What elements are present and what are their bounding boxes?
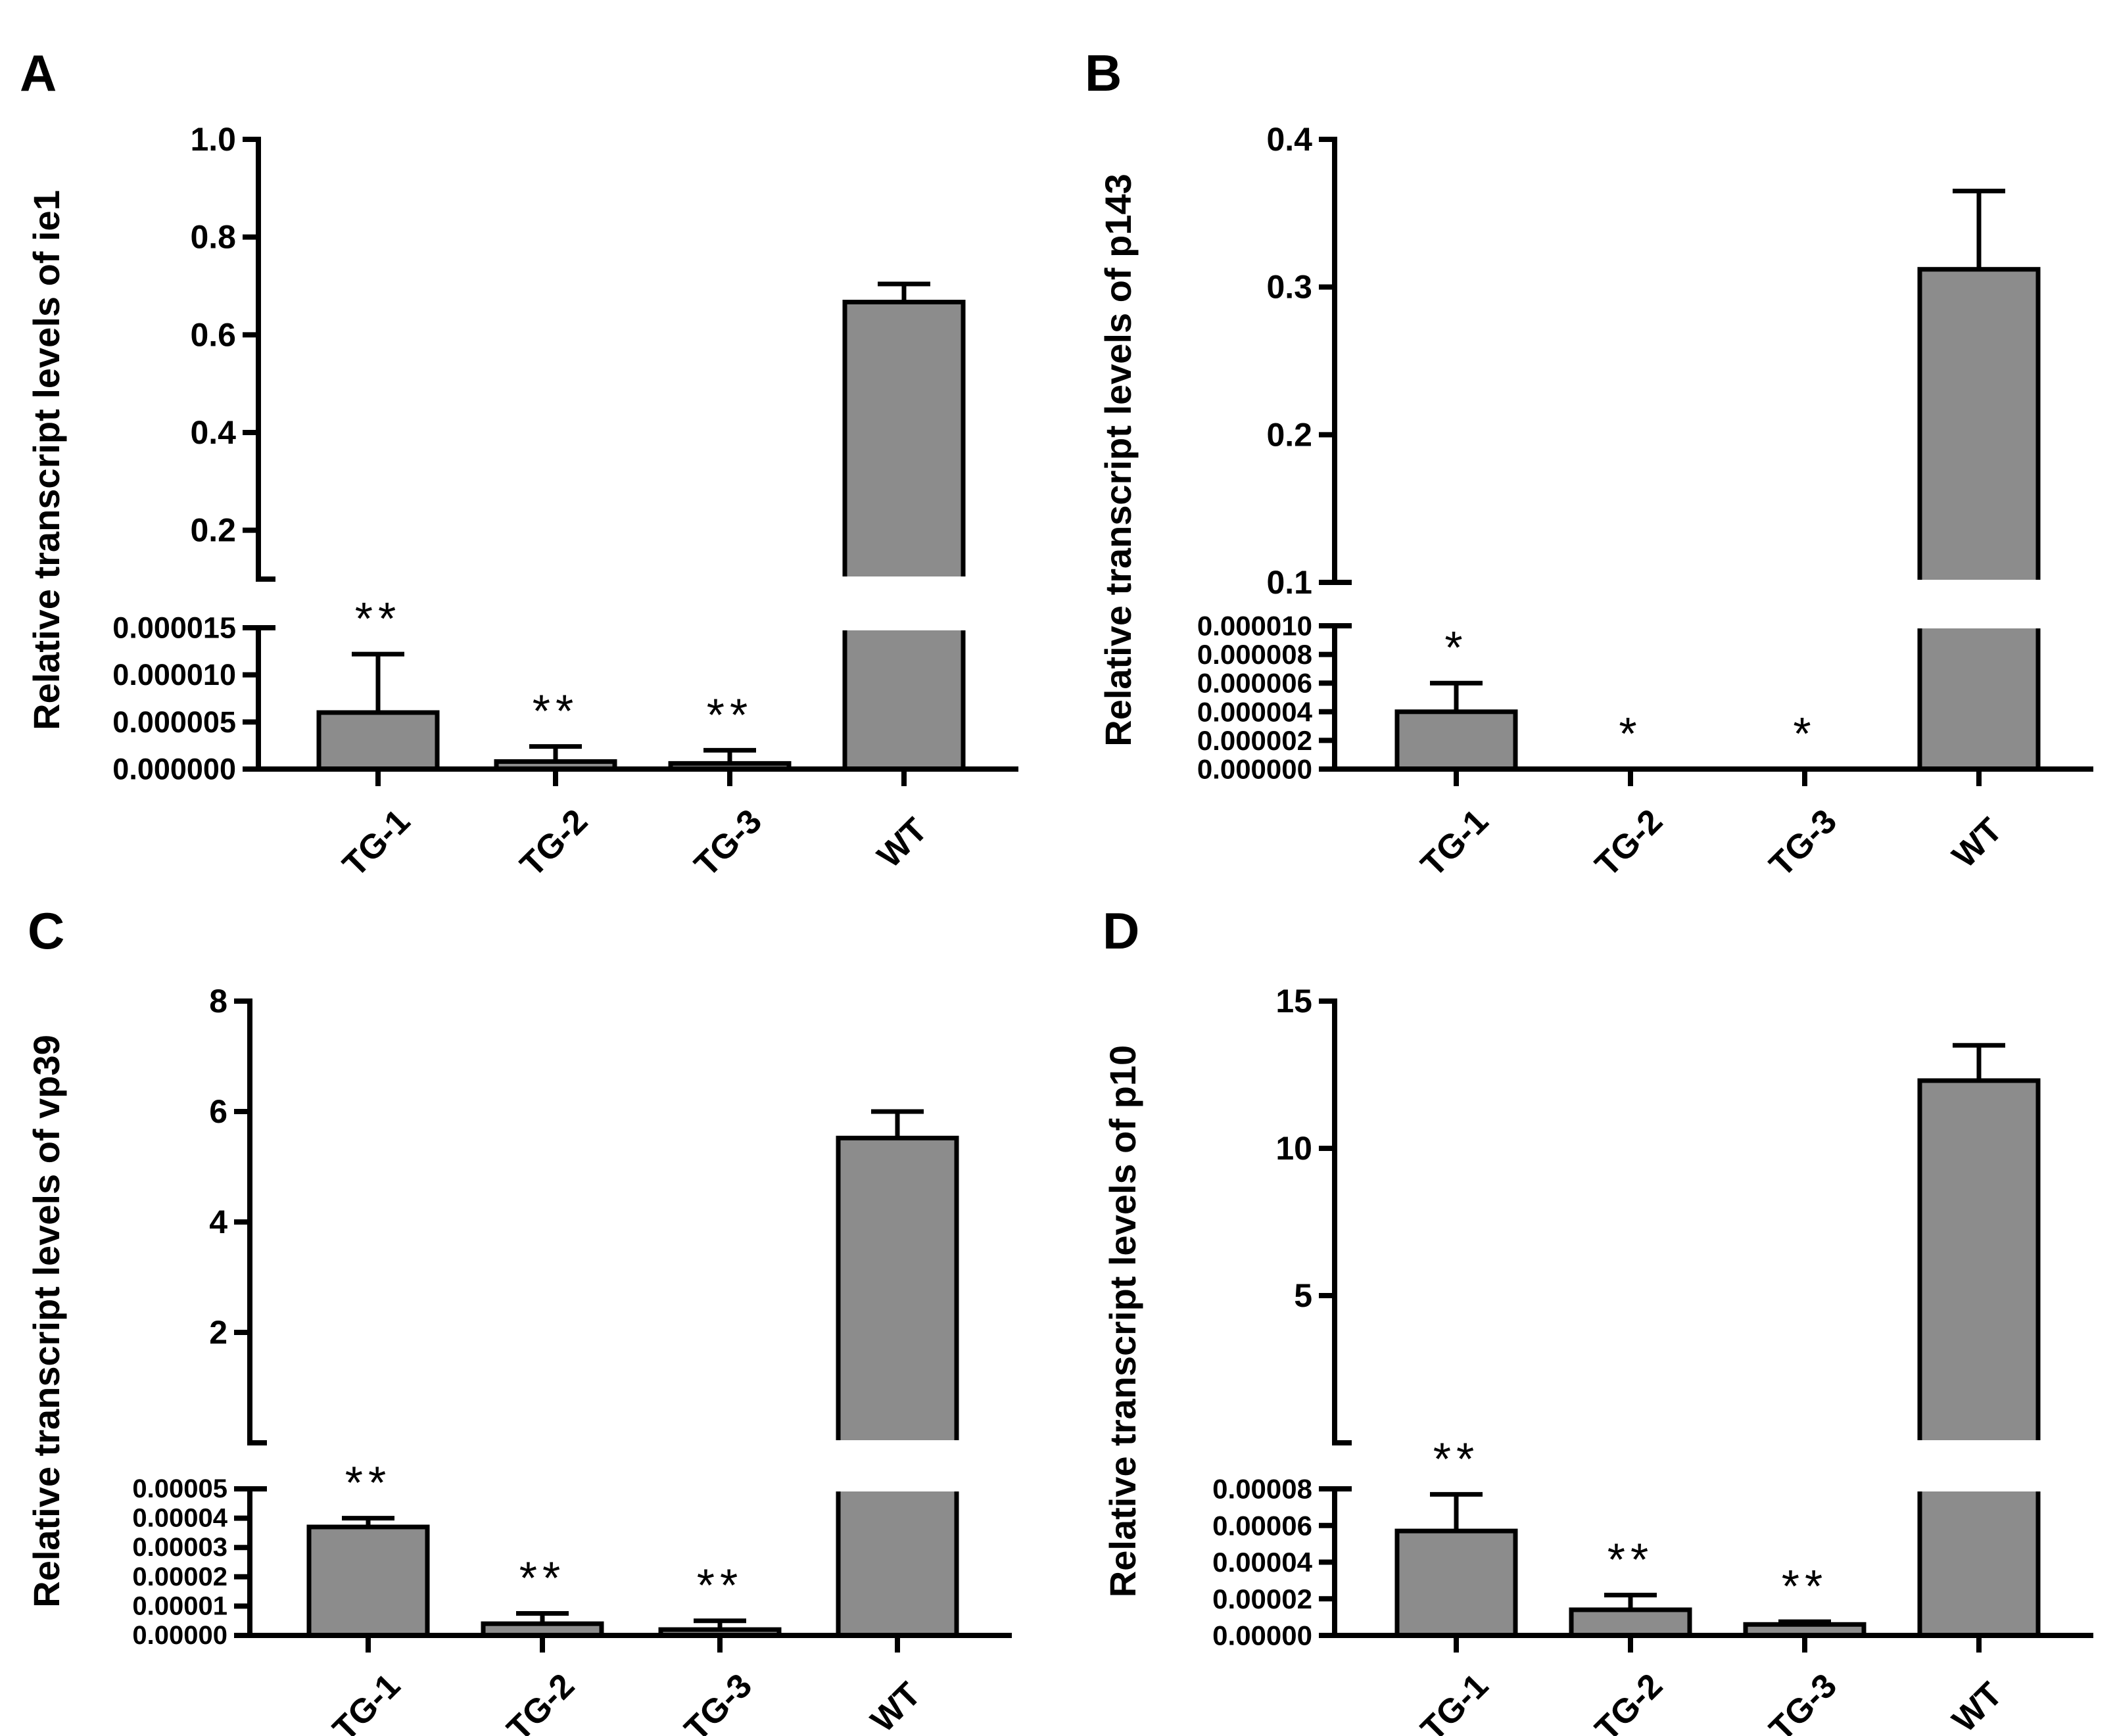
y-tick-label: 0.00002 bbox=[1212, 1584, 1312, 1614]
x-tick-label: WT bbox=[1945, 810, 2010, 875]
y-axis-title: Relative transcript levels of vp39 bbox=[26, 1035, 67, 1608]
significance-mark: ** bbox=[707, 689, 753, 740]
panel-label: D bbox=[1103, 902, 1139, 960]
bar bbox=[836, 1135, 959, 1638]
x-tick-label: TG-2 bbox=[513, 802, 595, 884]
y-axis-title: Relative transcript levels of ie1 bbox=[26, 190, 67, 730]
y-tick-label: 10 bbox=[1275, 1130, 1312, 1167]
bar bbox=[842, 300, 966, 772]
panel-a: A Relative transcript levels of ie1 0.2 0.4… bbox=[20, 44, 1018, 884]
y-tick-label: 0.00004 bbox=[132, 1504, 227, 1533]
axis-break-gap bbox=[1913, 1440, 2045, 1491]
bar bbox=[1917, 267, 2041, 772]
x-tick-label: TG-3 bbox=[1762, 1666, 1844, 1736]
y-tick-label: 0.000006 bbox=[1197, 668, 1312, 699]
x-tick-label: WT bbox=[864, 1675, 928, 1736]
y-tick-label: 0.000005 bbox=[112, 705, 236, 739]
panel-c: C Relative transcript levels of vp39 2 4 6 8 0… bbox=[26, 902, 1012, 1736]
bar bbox=[306, 1524, 430, 1638]
y-tick-label: 0.00001 bbox=[132, 1591, 227, 1620]
y-tick-label: 6 bbox=[209, 1093, 227, 1130]
y-tick-label: 0.000000 bbox=[1197, 754, 1312, 785]
axis-break-gap bbox=[1913, 580, 2045, 628]
y-tick-label: 0.000004 bbox=[1197, 696, 1313, 727]
x-tick-label: WT bbox=[1945, 1675, 2010, 1736]
x-tick-label: TG-3 bbox=[1762, 802, 1844, 884]
y-tick-label: 0.00003 bbox=[132, 1533, 227, 1562]
bar bbox=[1917, 1078, 2041, 1638]
y-tick-label: 15 bbox=[1275, 983, 1312, 1020]
bar bbox=[1569, 1607, 1692, 1638]
significance-mark: ** bbox=[1607, 1534, 1653, 1585]
y-tick-label: 0.00002 bbox=[132, 1562, 227, 1591]
y-tick-label: 8 bbox=[209, 983, 227, 1020]
x-tick-label: TG-2 bbox=[1588, 1666, 1670, 1736]
x-tick-label: TG-1 bbox=[1414, 1666, 1496, 1736]
y-tick-label: 0.000015 bbox=[112, 611, 236, 645]
y-tick-label: 0.3 bbox=[1266, 269, 1312, 306]
panel-b: B Relative transcript levels of p143 0.1 0.… bbox=[1085, 44, 2093, 884]
y-tick-label: 0.000002 bbox=[1197, 725, 1312, 756]
y-tick-label: 0.00006 bbox=[1212, 1510, 1312, 1541]
y-tick-label: 4 bbox=[209, 1204, 227, 1240]
y-tick-label: 0.4 bbox=[1266, 121, 1312, 158]
x-tick-label: TG-3 bbox=[677, 1666, 759, 1736]
y-tick-label: 0.000010 bbox=[112, 658, 236, 692]
y-tick-label: 5 bbox=[1294, 1277, 1312, 1314]
significance-mark: ** bbox=[355, 593, 401, 644]
significance-mark: ** bbox=[345, 1457, 391, 1509]
y-axis-title: Relative transcript levels of p10 bbox=[1102, 1045, 1143, 1597]
y-tick-label: 0.2 bbox=[190, 512, 236, 549]
y-tick-label: 0.6 bbox=[190, 316, 236, 353]
significance-mark: ** bbox=[1782, 1560, 1828, 1612]
y-tick-label: 1.0 bbox=[190, 121, 236, 158]
panel-label: B bbox=[1085, 44, 1122, 102]
y-tick-label: 0.000010 bbox=[1197, 611, 1312, 642]
x-tick-label: TG-2 bbox=[1588, 802, 1670, 884]
panel-label: C bbox=[28, 902, 64, 960]
y-tick-label: 0.00004 bbox=[1212, 1547, 1312, 1578]
y-tick-label: 0.4 bbox=[190, 414, 236, 451]
significance-mark: * bbox=[1619, 708, 1642, 759]
axis-break-gap bbox=[832, 1440, 963, 1491]
y-tick-label: 0.1 bbox=[1266, 564, 1312, 601]
significance-mark: * bbox=[1444, 622, 1467, 673]
y-tick-label: 0.2 bbox=[1266, 416, 1312, 453]
axis-break-gap bbox=[838, 576, 970, 630]
significance-mark: * bbox=[1793, 708, 1816, 759]
y-axis-title: Relative transcript levels of p143 bbox=[1097, 174, 1139, 747]
y-tick-label: 0.00000 bbox=[132, 1621, 227, 1650]
y-tick-label: 0.00005 bbox=[132, 1474, 227, 1503]
significance-mark: ** bbox=[519, 1553, 565, 1604]
bar bbox=[1394, 709, 1518, 772]
significance-mark: ** bbox=[697, 1560, 743, 1611]
y-tick-label: 2 bbox=[209, 1314, 227, 1351]
significance-mark: ** bbox=[1433, 1433, 1479, 1484]
x-tick-label: TG-3 bbox=[687, 802, 769, 884]
y-tick-label: 0.000008 bbox=[1197, 639, 1312, 670]
x-tick-label: TG-1 bbox=[325, 1666, 408, 1736]
y-tick-label: 0.8 bbox=[190, 219, 236, 256]
y-tick-label: 0.00000 bbox=[1212, 1620, 1312, 1651]
panel-label: A bbox=[20, 44, 57, 102]
y-tick-label: 0.000000 bbox=[112, 753, 236, 786]
x-tick-label: TG-2 bbox=[500, 1666, 582, 1736]
y-tick-label: 0.00008 bbox=[1212, 1474, 1312, 1505]
x-tick-label: WT bbox=[870, 810, 935, 875]
panel-d: D Relative transcript levels of p10 5 10 15 0… bbox=[1102, 902, 2093, 1736]
significance-mark: ** bbox=[533, 686, 579, 737]
x-tick-label: TG-1 bbox=[1414, 802, 1496, 884]
bar bbox=[316, 710, 440, 772]
bar bbox=[1394, 1528, 1518, 1638]
x-tick-label: TG-1 bbox=[335, 802, 417, 884]
